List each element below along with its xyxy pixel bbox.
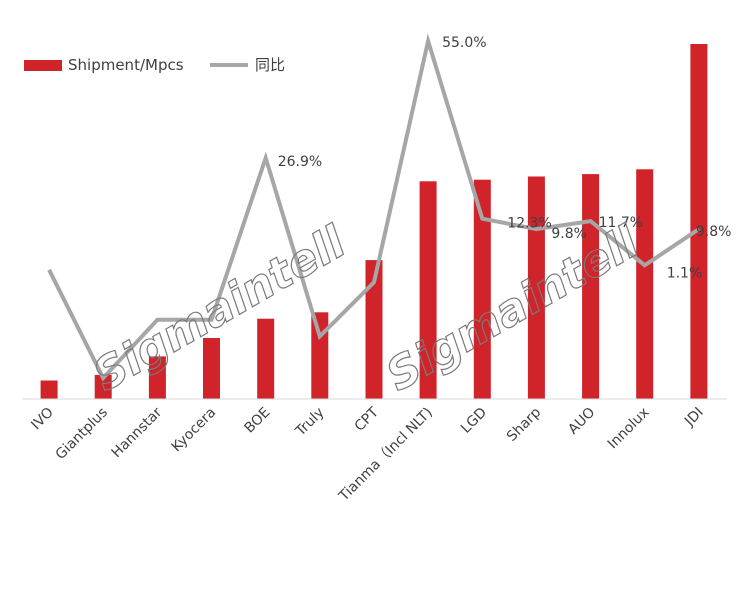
bar bbox=[203, 338, 220, 399]
line-data-label: 55.0% bbox=[442, 35, 486, 51]
x-tick-label: Hannstar bbox=[109, 404, 166, 461]
bar bbox=[527, 176, 545, 399]
line-data-label: 9.8% bbox=[696, 224, 732, 240]
line-data-label: 26.9% bbox=[278, 154, 322, 170]
bar bbox=[582, 174, 600, 399]
x-tick-label: Truly bbox=[292, 405, 328, 441]
legend: Shipment/Mpcs 同比 bbox=[24, 56, 285, 74]
bar bbox=[690, 44, 708, 399]
x-tick-label: Giantplus bbox=[53, 405, 111, 463]
bar bbox=[257, 318, 275, 399]
bar bbox=[311, 312, 329, 399]
bar bbox=[94, 374, 112, 399]
x-tick-label: Sharp bbox=[504, 404, 544, 444]
bar bbox=[148, 356, 166, 399]
legend-label-yoy: 同比 bbox=[255, 56, 285, 74]
bar bbox=[473, 179, 491, 399]
line-data-label: 1.1% bbox=[667, 265, 703, 281]
legend-label-shipment: Shipment/Mpcs bbox=[68, 56, 184, 74]
bar bbox=[365, 260, 383, 399]
x-tick-label: IVO bbox=[28, 405, 57, 434]
bar bbox=[40, 380, 58, 399]
watermark-text: Sigmaintell bbox=[378, 216, 648, 401]
line-series-yoy bbox=[47, 33, 701, 382]
line-data-label: 11.7% bbox=[599, 215, 643, 231]
x-tick-label: Kyocera bbox=[169, 405, 220, 456]
line-data-label: 12.3% bbox=[507, 216, 551, 232]
x-tick-label: LGD bbox=[458, 405, 490, 437]
x-tick-label: Innolux bbox=[605, 405, 653, 453]
bar-series-shipment bbox=[40, 44, 708, 399]
bar bbox=[636, 169, 654, 399]
legend-swatch-shipment bbox=[24, 60, 62, 71]
bar bbox=[419, 181, 437, 399]
x-tick-label: CPT bbox=[352, 404, 383, 435]
x-tick-label: BOE bbox=[242, 405, 274, 437]
line-data-labels: 26.9%55.0%12.3%9.8%11.7%1.1%9.8% bbox=[278, 35, 732, 281]
x-tick-label: AUO bbox=[565, 405, 598, 438]
x-tick-label: Tianma（Incl NLT) bbox=[335, 405, 435, 505]
x-tick-label: JDI bbox=[681, 405, 706, 430]
line-data-label: 9.8% bbox=[551, 226, 587, 242]
